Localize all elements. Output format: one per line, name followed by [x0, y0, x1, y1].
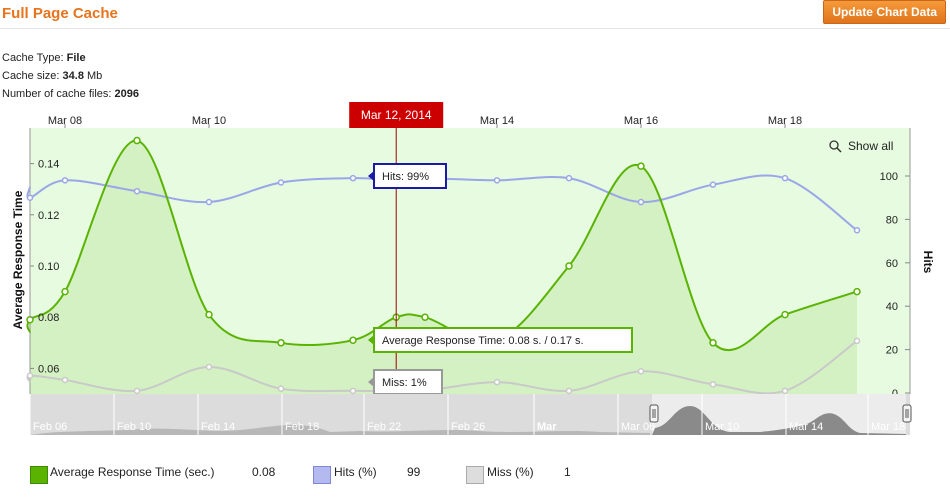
highlighted-date-label: Mar 12, 2014: [349, 102, 444, 128]
hits-tooltip: Hits: 99%: [368, 163, 447, 189]
legend-label-hits[interactable]: Hits (%): [334, 465, 377, 479]
show-all-button[interactable]: Show all: [829, 139, 893, 153]
miss-point[interactable]: [781, 387, 789, 395]
miss-point[interactable]: [853, 337, 861, 345]
miss-point[interactable]: [349, 387, 357, 395]
x-tick-label: Mar 18: [768, 115, 802, 127]
x-tick-label: Mar 16: [624, 115, 658, 127]
y-left-tick-label: 0.12: [38, 210, 59, 222]
svg-text:Hits: 99%: Hits: 99%: [382, 171, 429, 183]
y-right-tick-label: 40: [886, 301, 898, 313]
svg-text:Show all: Show all: [848, 139, 893, 153]
navigator-label: Feb 10: [117, 421, 151, 433]
left-axis-title: Average Response Time: [11, 190, 25, 329]
response-time-area: [27, 140, 857, 394]
hits-point[interactable]: [26, 194, 34, 201]
page-header: Full Page Cache Update Chart Data: [0, 0, 950, 29]
x-tick-label: Mar 10: [192, 115, 226, 127]
y-left-tick-label: 0.06: [38, 363, 59, 375]
cache-size-line: Cache size: 34.8 Mb: [2, 70, 103, 82]
hits-point[interactable]: [853, 227, 861, 234]
response-time-point[interactable]: [565, 262, 573, 270]
response-time-point[interactable]: [421, 313, 429, 321]
miss-point[interactable]: [709, 381, 717, 388]
y-right-tick-label: 100: [880, 171, 898, 183]
miss-point[interactable]: [277, 385, 285, 392]
right-axis-title: Hits: [921, 251, 935, 274]
cache-size-value: 34.8: [62, 70, 84, 82]
response-time-point[interactable]: [349, 336, 357, 344]
y-left-tick-label: 0.08: [38, 312, 59, 324]
hits-point[interactable]: [349, 174, 357, 182]
legend-value-response-time: 0.08: [252, 465, 276, 479]
y-right-tick-label: 80: [886, 214, 898, 226]
response-time-point[interactable]: [853, 287, 861, 296]
response-time-point[interactable]: [781, 310, 789, 319]
response-time-point[interactable]: [709, 339, 717, 347]
navigator-right-handle[interactable]: [902, 404, 912, 423]
hits-point[interactable]: [61, 177, 69, 184]
navigator-label: Mar 14: [789, 421, 823, 433]
response-time-point[interactable]: [277, 339, 285, 347]
hits-point[interactable]: [133, 187, 141, 195]
response-time-point[interactable]: [61, 287, 69, 296]
legend-value-miss: 1: [564, 465, 571, 479]
hits-point[interactable]: [781, 174, 789, 182]
y-right-tick-label: 20: [886, 345, 898, 357]
hits-point[interactable]: [565, 174, 573, 182]
response-time-series-line: [26, 139, 858, 352]
response-time-point[interactable]: [133, 136, 141, 145]
miss-point[interactable]: [61, 376, 69, 384]
navigator-label: Feb 22: [367, 421, 401, 433]
navigator-label: Mar 06: [621, 421, 655, 433]
svg-text:Average Response Time: 0.08 s.: Average Response Time: 0.08 s. / 0.17 s.: [382, 335, 584, 347]
miss-tooltip: Miss: 1%: [368, 369, 443, 395]
cache-files-value: 2096: [114, 88, 139, 100]
cache-files-line: Number of cache files: 2096: [2, 88, 139, 100]
svg-text:Miss: 1%: Miss: 1%: [382, 377, 427, 389]
legend-swatch-hits[interactable]: [313, 466, 331, 484]
zoom-out-icon: [829, 140, 839, 150]
navigator-label: Feb 14: [201, 421, 235, 433]
hits-point[interactable]: [493, 177, 501, 184]
update-chart-data-button[interactable]: Update Chart Data: [823, 0, 946, 24]
y-left-tick-label: 0.10: [38, 261, 59, 273]
miss-point[interactable]: [133, 387, 141, 395]
hits-point[interactable]: [637, 198, 645, 206]
x-tick-label: Mar 08: [48, 115, 82, 127]
hits-point[interactable]: [277, 179, 285, 186]
miss-point[interactable]: [565, 387, 573, 395]
response-time-point[interactable]: [637, 162, 645, 170]
page-title: Full Page Cache: [2, 5, 118, 22]
miss-point[interactable]: [637, 368, 645, 375]
hits-point[interactable]: [709, 181, 717, 188]
legend-swatch-miss[interactable]: [466, 466, 484, 484]
y-right-tick-label: 60: [886, 258, 898, 270]
navigator-label: Feb 26: [451, 421, 485, 433]
navigator-label: Mar 10: [705, 421, 739, 433]
navigator-label: Feb 18: [285, 421, 319, 433]
legend-label-response-time[interactable]: Average Response Time (sec.): [50, 465, 215, 479]
legend-swatch-response-time[interactable]: [30, 466, 48, 484]
miss-point[interactable]: [205, 363, 213, 371]
miss-point[interactable]: [493, 378, 501, 386]
y-left-tick-label: 0.14: [38, 159, 59, 171]
hits-point[interactable]: [205, 198, 213, 206]
response-time-tooltip: Average Response Time: 0.08 s. / 0.17 s.: [368, 327, 633, 353]
cache-type-value: File: [66, 52, 86, 64]
miss-point[interactable]: [26, 372, 34, 379]
legend-value-hits: 99: [407, 465, 421, 479]
svg-text:Mar 12, 2014: Mar 12, 2014: [361, 108, 432, 122]
navigator-label: Mar: [537, 421, 557, 433]
cache-type-line: Cache Type: File: [2, 52, 86, 64]
response-time-chart: Mar 08 Mar 10 Mar 14 Mar 16 Mar 18 Mar 12, 2…: [11, 102, 935, 435]
legend-label-miss[interactable]: Miss (%): [487, 465, 534, 479]
navigator-label: Mar 18: [871, 421, 905, 433]
navigator-label: Feb 06: [33, 421, 67, 433]
navigator-left-handle[interactable]: [649, 404, 659, 423]
x-tick-label: Mar 14: [480, 115, 514, 127]
response-time-point[interactable]: [205, 310, 213, 319]
